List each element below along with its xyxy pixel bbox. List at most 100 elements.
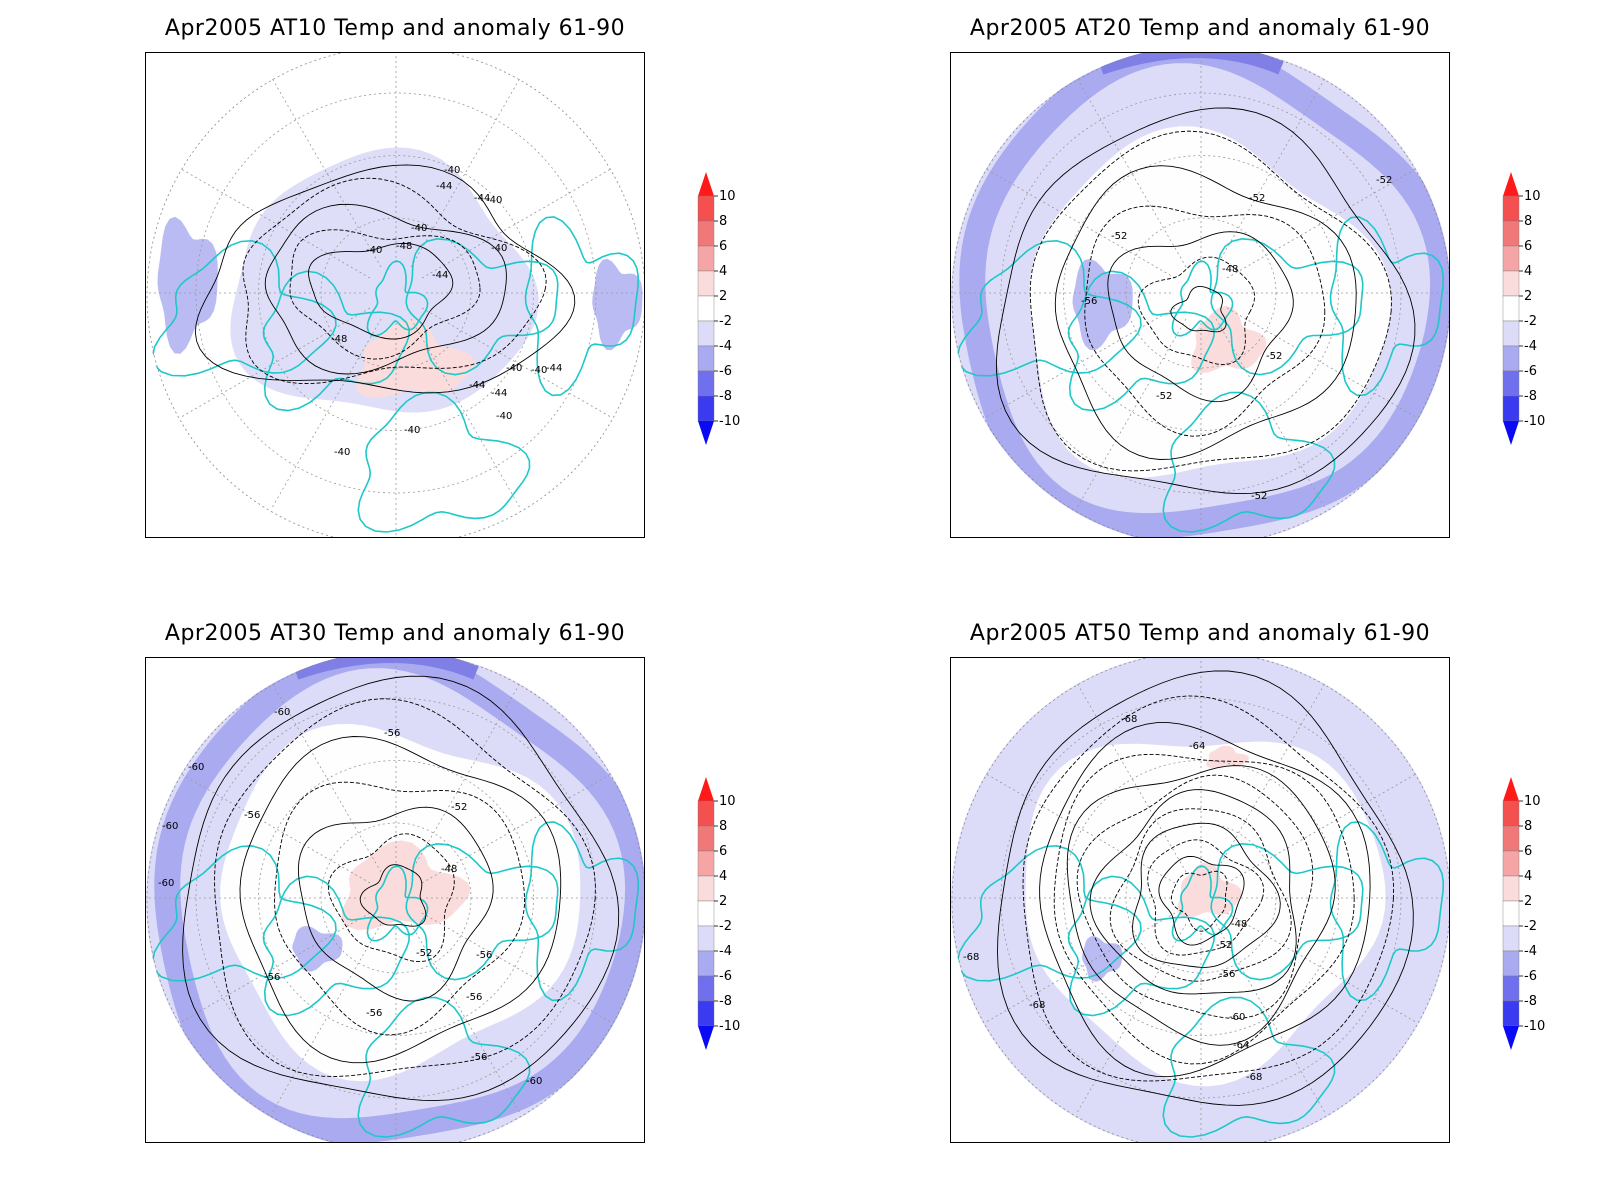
meridian-line [1075,318,1187,510]
temperature-contour [1039,722,1371,1078]
contour-label: -52 [1266,351,1282,362]
colorbar: 10 8 6 4 2 -2 -4 -6 -8 -10 [690,775,760,1065]
meridian-line [1215,76,1327,268]
meridian-line [179,772,371,884]
contour-label: -40 [444,165,460,176]
temperature-contour [274,781,525,1036]
meridian-line [270,318,382,510]
temperature-contour [997,670,1414,1106]
colorbar-label: -8 [1524,389,1537,404]
colorbar-lower-arrow [1503,421,1519,445]
contour-label: -40 [411,223,427,234]
anomaly-inner-region [230,147,539,413]
colorbar-label: -10 [1524,1019,1545,1034]
colorbar-upper-arrow [1503,172,1519,196]
contour-label: -64 [1189,741,1205,752]
temperature-contour [239,736,562,1064]
colorbar-segment [1502,245,1520,272]
colorbar-segment [697,395,715,422]
contour-label: -60 [274,707,290,718]
contour-label: -56 [384,728,400,739]
colorbar-upper-arrow [698,777,714,801]
temperature-contour [194,164,576,394]
contour-label: -60 [162,821,178,832]
map-svg: -40-40-40-40-40-40 -40-40-40-40-44-44-44-… [146,53,644,537]
contour-label: -56 [264,972,280,983]
coastline [524,216,640,397]
map-disc [951,53,1449,537]
temperature-contour [1084,205,1326,437]
colorbar-label: -2 [719,314,732,329]
colorbar-segment [697,220,715,247]
contour-label: -52 [1216,940,1232,951]
colorbar-label: 6 [1524,239,1532,254]
colorbar-label: -4 [719,339,732,354]
temperature-contour [1109,808,1292,982]
temperature-contour [1066,765,1336,1046]
map-boundary [146,53,644,537]
temperature-contour [327,833,455,963]
cold-anomaly-patch [592,258,643,351]
meridian-line [1075,76,1187,268]
map-disc [146,53,644,537]
coastline [1162,996,1336,1138]
contour-label: -44 [474,193,490,204]
contour-label: -40 [506,363,522,374]
contour-label: -60 [158,878,174,889]
temperature-contour [308,242,454,340]
colorbar-segment [1502,950,1520,977]
temperature-contour [1053,753,1355,1065]
latitude-circle [1063,155,1339,431]
temperature-contour [359,864,427,927]
colorbar-segment [697,800,715,827]
contour-label: -52 [416,948,432,959]
colorbar-segment [1502,825,1520,852]
colorbar-label: 8 [1524,214,1532,229]
colorbar-segment [1502,370,1520,397]
contour-label: -60 [526,1076,542,1087]
latitude-circle [1063,760,1339,1036]
contour-label: -48 [331,334,347,345]
colorbar-label: 6 [719,844,727,859]
colorbar-segment [1502,875,1520,902]
colorbar-label: -10 [719,414,740,429]
coastline [1329,821,1445,1002]
coastline [1171,260,1234,337]
colorbar-label: 10 [1524,189,1541,204]
meridian-line [270,76,382,268]
contour-label: -52 [1156,391,1172,402]
coastline [1067,270,1216,412]
coastline [956,844,1142,982]
cold-anomaly-band [1098,53,1284,75]
colorbar-lower-arrow [698,1026,714,1050]
colorbar-segment [1502,195,1520,222]
contour-label: -68 [1121,714,1137,725]
colorbar-label: -10 [1524,414,1545,429]
meridian-line [410,76,522,268]
map-svg: -60 -60 -60 -60 -60 -56 -56 -56 -56 -56 -56 -56 -52 -… [146,658,644,1142]
coastline [1162,391,1336,533]
colorbar-segment [1502,345,1520,372]
map-disc [951,658,1449,1142]
colorbar-label: -4 [719,944,732,959]
temperature-contour [264,203,507,375]
contour-label: -44 [546,363,562,374]
cold-anomaly-patch [157,216,218,354]
coastline [151,239,337,377]
coastline [524,821,640,1002]
contour-label: -48 [441,864,457,875]
polar-map: -52 -52 -52 -52 -52 -52 -56 -48 [950,52,1450,538]
temperature-contour [1022,695,1395,1082]
coastline [366,865,429,942]
colorbar: 10 8 6 4 2 -2 -4 -6 -8 -10 [690,170,760,460]
contour-label: -40 [404,425,420,436]
colorbar-segment [697,1000,715,1027]
colorbar-segment [697,295,715,322]
colorbar-label: -8 [1524,994,1537,1009]
colorbar-segment [1502,900,1520,927]
contour-label: -44 [432,270,448,281]
temperature-contour [1029,130,1392,472]
contour-label: -40 [334,447,350,458]
colorbar-segment [697,825,715,852]
contour-label: -56 [1081,296,1097,307]
